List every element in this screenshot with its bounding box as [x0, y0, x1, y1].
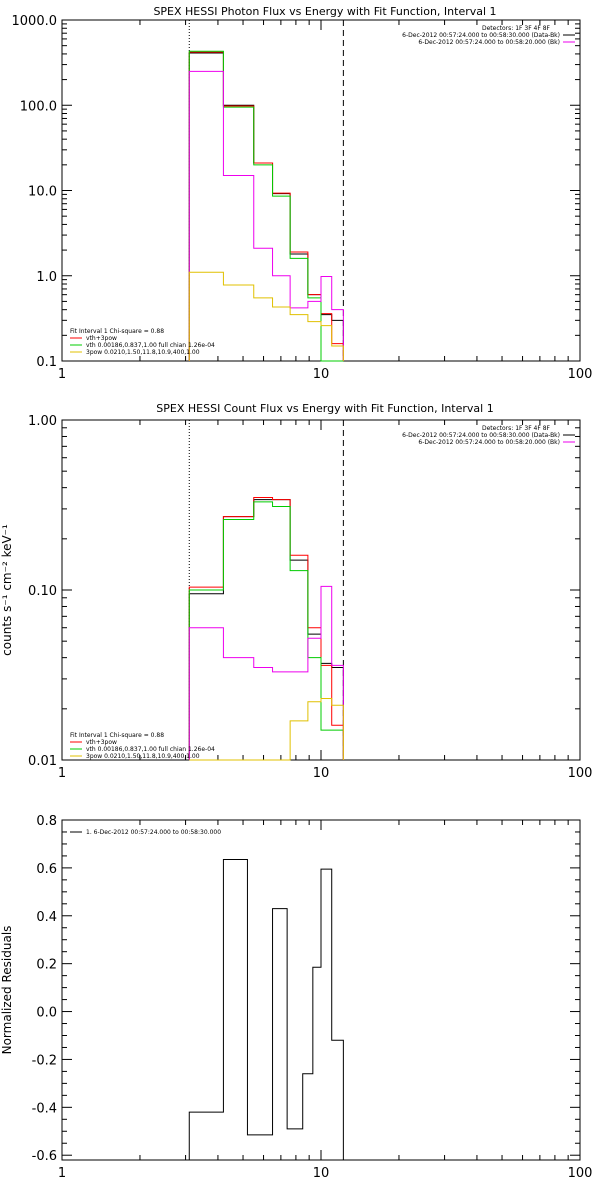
panel2-legend-left: Fit Interval 1 Chi-square = 0.88 vth+3po… — [70, 732, 215, 760]
panel2-title: SPEX HESSI Count Flux vs Energy with Fit… — [156, 402, 493, 415]
panel1-ticks: 1 10 100 0.1 1.0 10.0 100.0 1000.0 — [12, 14, 593, 382]
y-tick-label: 0.1 — [36, 355, 57, 370]
count-flux-panel: SPEX HESSI Count Flux vs Energy with Fit… — [0, 402, 592, 781]
panel2-legend-right: Detectors: 1F 3F 4F 8F 6-Dec-2012 00:57:… — [402, 425, 575, 446]
panel2-series — [188, 497, 344, 761]
panel1-legend-right-entry-1: 6-Dec-2012 00:57:24.000 to 00:58:30.000 … — [402, 32, 560, 39]
y-tick-label: 1.00 — [28, 414, 57, 429]
y-tick-label: -0.6 — [32, 1149, 57, 1164]
panel2-legend-right-entry-1: 6-Dec-2012 00:57:24.000 to 00:58:30.000 … — [402, 432, 560, 439]
series-line-2 — [188, 497, 344, 760]
y-tick-label: 10.0 — [28, 185, 57, 200]
series-line-5 — [188, 271, 344, 361]
series-line-5 — [189, 698, 344, 761]
panel1-vlines — [188, 20, 344, 361]
panel1-legend-left: Fit Interval 1 Chi-square = 0.88 vth+3po… — [70, 328, 215, 356]
y-tick-label: 1000.0 — [12, 14, 58, 29]
series-line-3 — [188, 50, 344, 362]
series-line-4 — [188, 585, 344, 760]
x-tick-label: 100 — [568, 367, 593, 382]
panel2-legend-left-entry-1: vth+3pow — [86, 739, 117, 746]
panel1-legend-right: Detectors: 1F 3F 4F 8F 6-Dec-2012 00:57:… — [402, 25, 575, 46]
photon-flux-panel: SPEX HESSI Photon Flux vs Energy with Fi… — [12, 5, 593, 382]
y-tick-label: -0.2 — [32, 1053, 57, 1068]
panel3-series — [188, 859, 344, 1160]
residuals-panel: Normalized Residuals 1 10 100 -0.6 -0.4 -0.2 0… — [0, 814, 592, 1181]
y-tick-label: -0.4 — [32, 1101, 57, 1116]
x-tick-label: 1 — [58, 1166, 66, 1181]
panel2-legend-left-entry-3: 3pow 0.0210,1.50,11.8,10.9,400,1.00 — [86, 753, 200, 760]
panel1-legend-right-entry-2: 6-Dec-2012 00:57:24.000 to 00:58:20.000 … — [418, 39, 560, 46]
series-line-3 — [188, 501, 344, 760]
y-tick-label: 100.0 — [20, 99, 57, 114]
series-line-1 — [188, 499, 344, 760]
panel1-legend-right-header: Detectors: 1F 3F 4F 8F — [482, 25, 551, 32]
panel3-legend: 1. 6-Dec-2012 00:57:24.000 to 00:58:30.0… — [70, 829, 221, 836]
x-tick-label: 10 — [313, 766, 330, 781]
y-tick-label: 0.8 — [36, 814, 57, 829]
panel2-ticks: 1 10 100 0.01 0.10 1.00 — [28, 414, 592, 781]
x-tick-label: 1 — [58, 766, 66, 781]
panel1-legend-left-entry-3: 3pow 0.0210,1.50,11.8,10.9,400,1.00 — [86, 349, 200, 356]
y-tick-label: 1.0 — [36, 270, 57, 285]
series-line-2 — [188, 51, 344, 361]
panel1-series — [188, 50, 344, 362]
series-line-4 — [188, 70, 344, 361]
y-tick-label: 0.4 — [36, 910, 57, 925]
y-tick-label: 0.10 — [28, 584, 57, 599]
panel2-legend-left-entry-2: vth 0.00186,0.837,1.00 full chian 1.26e-… — [86, 746, 215, 753]
panel3-ylabel: Normalized Residuals — [0, 926, 14, 1055]
panel2-ylabel: counts s⁻¹ cm⁻² keV⁻¹ — [0, 524, 14, 656]
panel3-legend-entry-1: 1. 6-Dec-2012 00:57:24.000 to 00:58:30.0… — [86, 829, 221, 836]
x-tick-label: 10 — [313, 1166, 330, 1181]
x-tick-label: 100 — [568, 766, 593, 781]
x-tick-label: 100 — [568, 1166, 593, 1181]
y-tick-label: 0.01 — [28, 754, 57, 769]
panel2-legend-left-header: Fit Interval 1 Chi-square = 0.88 — [70, 732, 164, 739]
panel1-legend-left-entry-1: vth+3pow — [86, 335, 117, 342]
y-tick-label: 0.2 — [36, 958, 57, 973]
panel2-legend-right-entry-2: 6-Dec-2012 00:57:24.000 to 00:58:20.000 … — [418, 439, 560, 446]
panel1-legend-left-entry-2: vth 0.00186,0.837,1.00 full chian 1.26e-… — [86, 342, 215, 349]
panel1-legend-left-header: Fit Interval 1 Chi-square = 0.88 — [70, 328, 164, 335]
x-tick-label: 1 — [58, 367, 66, 382]
panel1-title: SPEX HESSI Photon Flux vs Energy with Fi… — [153, 5, 496, 18]
x-tick-label: 10 — [313, 367, 330, 382]
series-line-1 — [188, 859, 344, 1160]
y-tick-label: 0.6 — [36, 862, 57, 877]
series-line-1 — [188, 52, 344, 361]
y-tick-label: 0.0 — [36, 1006, 57, 1021]
panel2-legend-right-header: Detectors: 1F 3F 4F 8F — [482, 425, 551, 432]
panel3-ticks: 1 10 100 -0.6 -0.4 -0.2 0.0 0.2 0.4 0.6 0.8 — [32, 814, 593, 1181]
